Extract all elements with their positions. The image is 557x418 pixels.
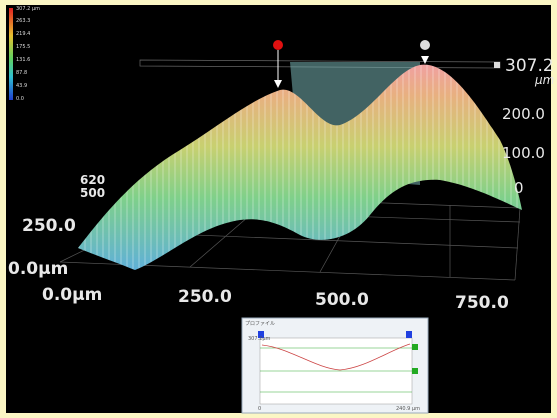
- handle[interactable]: [494, 62, 500, 68]
- profile-x-start: 0: [258, 406, 261, 412]
- scale-label: 307.2 µm: [16, 6, 40, 12]
- x-label: 500.0: [315, 290, 369, 310]
- surface-texture: [78, 64, 522, 270]
- level-handle[interactable]: [412, 368, 418, 374]
- marker-white[interactable]: [420, 40, 430, 50]
- z-unit: µm: [534, 73, 554, 87]
- scale-label: 131.6: [16, 57, 30, 63]
- z-label: 100.0: [502, 144, 545, 162]
- x-label: 750.0: [455, 293, 509, 313]
- scale-label: 43.9: [16, 83, 27, 89]
- profile-line: [261, 343, 411, 371]
- color-bar: [9, 8, 13, 100]
- scale-label: 175.5: [16, 44, 30, 50]
- profile-top: 307.2µm: [248, 336, 270, 342]
- profile-panel: プロファイル 307.2µm 0 240.9 µm: [241, 317, 429, 414]
- marker-arrow: [421, 56, 429, 64]
- level-handle[interactable]: [412, 344, 418, 350]
- cursor-handle[interactable]: [406, 331, 412, 338]
- y-label: 500: [80, 186, 105, 200]
- z-max: 307.2: [505, 56, 554, 76]
- y-label: 620: [80, 173, 105, 187]
- x-label: 0.0µm: [42, 285, 102, 305]
- y-label: 0.0µm: [8, 259, 68, 279]
- panel-title: プロファイル: [245, 321, 275, 327]
- profile-x-end: 240.9 µm: [396, 406, 420, 412]
- scale-label: 0.0: [16, 96, 24, 102]
- z-label: 0: [514, 179, 524, 197]
- z-label: 200.0: [502, 105, 545, 123]
- x-label: 250.0: [178, 287, 232, 307]
- marker-arrow: [274, 80, 282, 88]
- marker-red[interactable]: [273, 40, 283, 50]
- scale-label: 263.3: [16, 18, 30, 24]
- cursor-handle[interactable]: [258, 331, 264, 338]
- scale-label: 219.4: [16, 31, 30, 37]
- scale-label: 87.8: [16, 70, 27, 76]
- y-label: 250.0: [22, 216, 76, 236]
